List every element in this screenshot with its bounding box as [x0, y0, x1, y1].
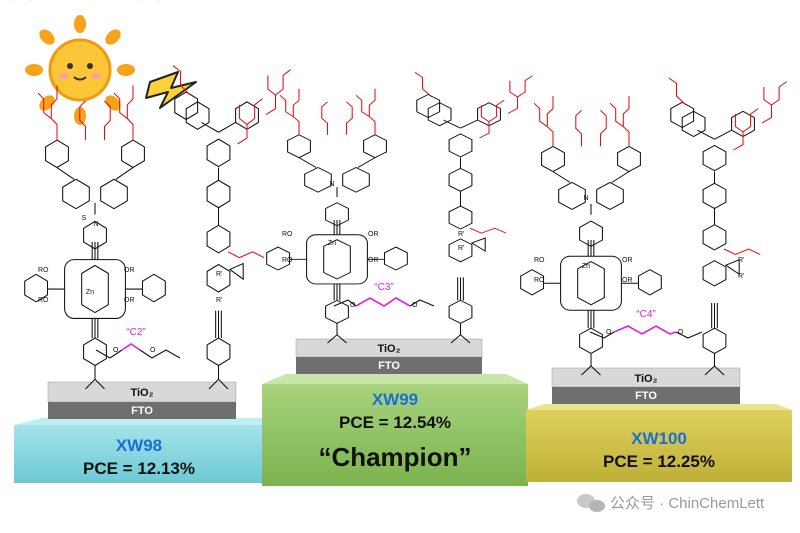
svg-text:N: N [329, 181, 334, 188]
dye-name-xw99: XW99 [372, 390, 418, 409]
svg-text:S: S [82, 215, 87, 222]
atom-labels: Zn N S RO RO OR OR R' R' Zn N RO RO OR O… [38, 181, 744, 304]
sun-icon [25, 15, 135, 125]
svg-text:O: O [150, 347, 156, 354]
pce-xw99: PCE = 12.54% [339, 413, 451, 432]
fto-label-xw99: FTO [378, 360, 400, 372]
pce-xw100: PCE = 12.25% [603, 452, 715, 471]
podium-xw98 [14, 418, 272, 483]
svg-text:O: O [113, 347, 119, 354]
svg-text:RO: RO [282, 257, 293, 264]
svg-text:Zn: Zn [582, 263, 590, 270]
svg-text:OR: OR [622, 277, 633, 284]
podium-xw100 [526, 404, 792, 482]
linker-label-c4: “C4” [636, 309, 655, 320]
linker-label-c3: “C3” [374, 282, 393, 293]
svg-text:R': R' [738, 257, 744, 264]
svg-text:O: O [350, 302, 356, 309]
svg-text:Zn: Zn [86, 289, 94, 296]
svg-text:RO: RO [38, 267, 49, 274]
champion-label: “Champion” [318, 442, 471, 472]
dye-name-xw98: XW98 [116, 436, 162, 455]
fto-label-xw100: FTO [635, 390, 657, 402]
linker-c4: O O “C4” [589, 309, 703, 339]
svg-text:OR: OR [368, 231, 379, 238]
dye-name-xw100: XW100 [631, 429, 687, 448]
svg-text:OR: OR [124, 267, 135, 274]
podium-xw99 [262, 374, 528, 486]
svg-text:RO: RO [534, 277, 545, 284]
linker-c2: O O “C2” [95, 327, 181, 359]
linker-label-c2: “C2” [126, 327, 145, 338]
svg-text:RO: RO [534, 257, 545, 264]
svg-text:O: O [678, 329, 684, 336]
tio2-label-xw99: TiO₂ [377, 343, 400, 355]
linker-c3: O O “C3” [333, 282, 435, 309]
svg-text:O: O [606, 329, 612, 336]
svg-text:OR: OR [124, 297, 135, 304]
svg-text:R': R' [738, 273, 744, 280]
svg-text:N: N [583, 195, 588, 202]
svg-text:R': R' [216, 271, 222, 278]
pce-xw98: PCE = 12.13% [83, 459, 195, 478]
svg-text:R': R' [458, 245, 464, 252]
lightning-bolt-icon [145, 71, 197, 109]
svg-text:O: O [412, 302, 418, 309]
tio2-label-xw98: TiO₂ [130, 387, 153, 399]
svg-text:RO: RO [38, 297, 49, 304]
substrate-xw100 [551, 367, 741, 404]
svg-text:N: N [93, 221, 98, 228]
watermark-text: 公众号 · ChinChemLett [610, 495, 765, 512]
svg-text:OR: OR [622, 257, 633, 264]
substrate-xw99 [295, 338, 483, 374]
watermark: 公众号 · ChinChemLett [577, 494, 765, 512]
fto-label-xw98: FTO [131, 405, 153, 417]
svg-text:RO: RO [282, 231, 293, 238]
svg-text:Zn: Zn [328, 240, 336, 247]
wechat-icon [577, 494, 605, 512]
substrate-xw98 [47, 381, 237, 419]
svg-text:R': R' [216, 297, 222, 304]
svg-text:OR: OR [368, 257, 379, 264]
tio2-label-xw100: TiO₂ [634, 373, 657, 385]
svg-text:R': R' [458, 231, 464, 238]
